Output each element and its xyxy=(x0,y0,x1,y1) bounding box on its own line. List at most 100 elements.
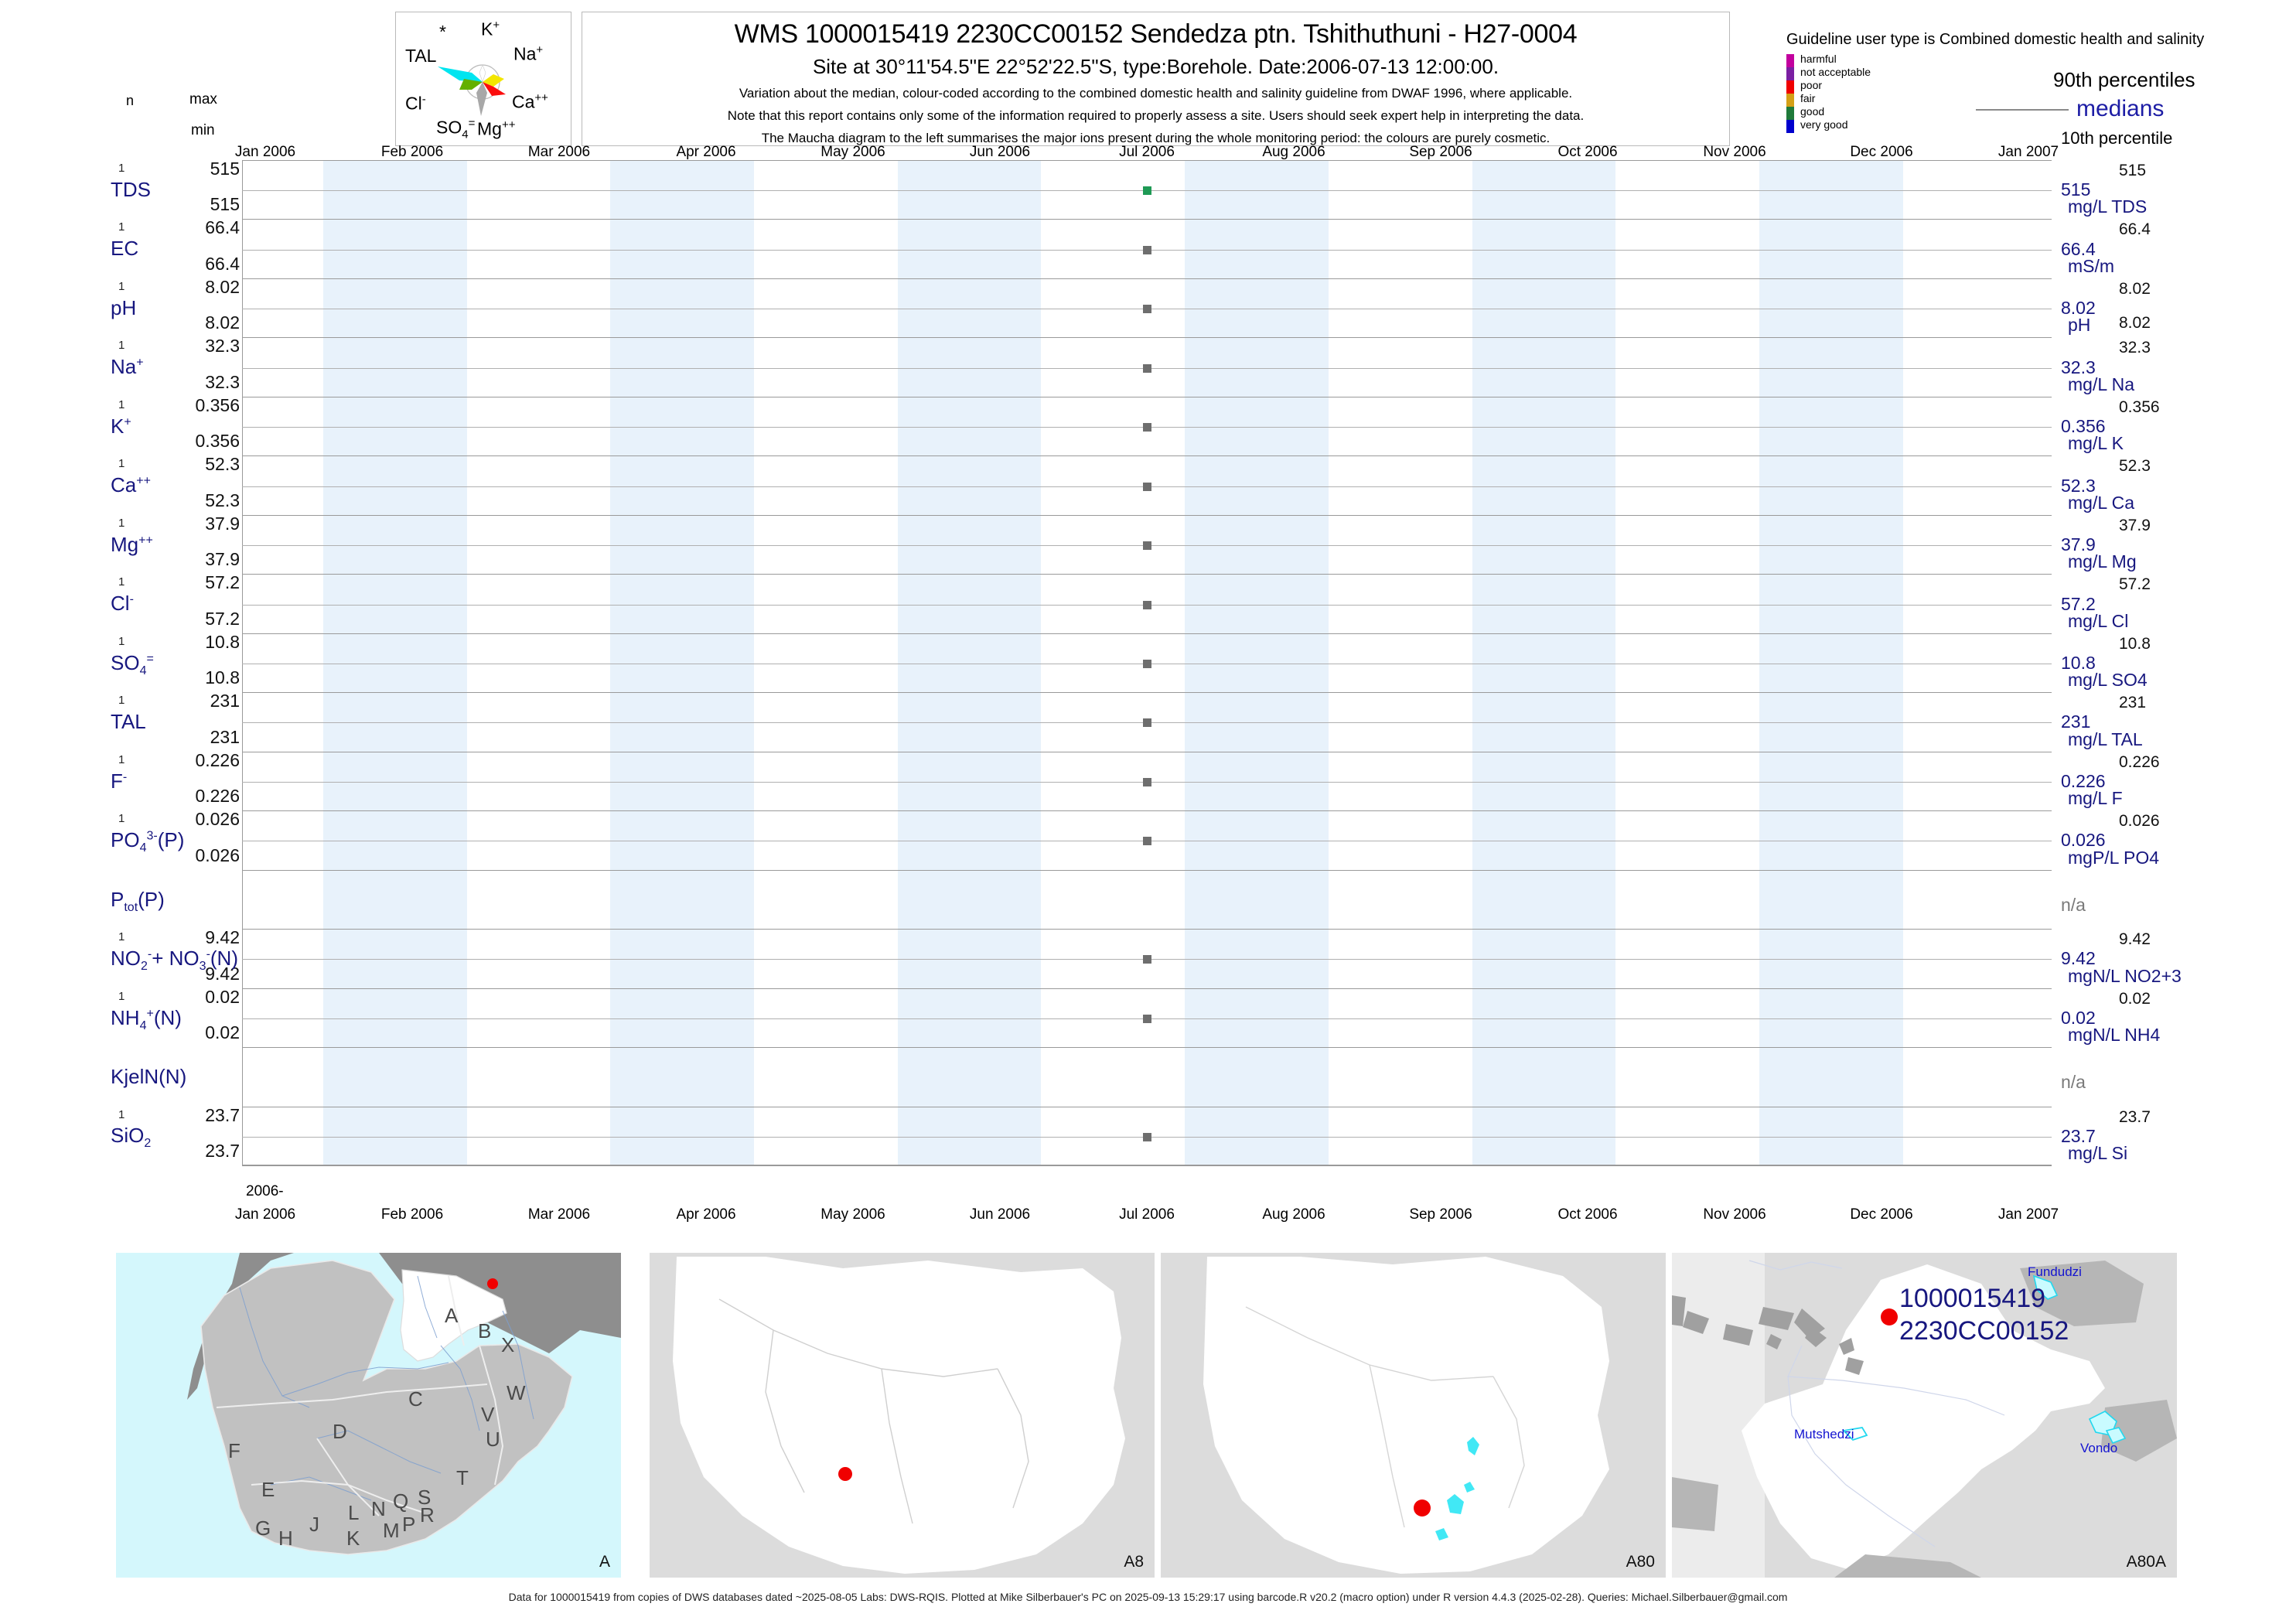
row-p90-value: 9.42 xyxy=(2119,930,2151,949)
row-variable-label: SiO2 xyxy=(111,1124,152,1151)
row-median-value: 8.02 xyxy=(2061,298,2096,319)
variable-row[interactable] xyxy=(242,1107,2052,1166)
axis-tick-label: Jan 2006 xyxy=(234,1206,296,1223)
maucha-star-glyph xyxy=(438,64,506,116)
guideline-type-text: Guideline user type is Combined domestic… xyxy=(1786,31,2205,48)
row-na-value: n/a xyxy=(2061,1072,2086,1093)
data-point-marker[interactable] xyxy=(1143,305,1151,314)
row-variable-label: PO43-(P) xyxy=(111,828,185,855)
row-min-value: 0.226 xyxy=(195,786,240,807)
svg-text:N: N xyxy=(371,1497,386,1520)
row-median-value: 23.7 xyxy=(2061,1125,2096,1146)
row-variable-label: TDS xyxy=(111,177,151,201)
row-max-value: 515 xyxy=(210,159,240,179)
variable-row[interactable] xyxy=(242,634,2052,694)
svg-text:R: R xyxy=(420,1503,435,1527)
variable-row[interactable] xyxy=(242,456,2052,516)
svg-text:G: G xyxy=(255,1517,271,1540)
variable-row[interactable] xyxy=(242,871,2052,930)
data-point-marker[interactable] xyxy=(1143,600,1151,609)
map-panel-a80a[interactable]: Fundudzi Mutshedzi Vondo 1000015419 2230… xyxy=(1672,1253,2177,1578)
maucha-label-tal: TAL xyxy=(405,46,437,66)
variable-row[interactable] xyxy=(242,1048,2052,1107)
legend-median-label: medians xyxy=(2076,96,2165,121)
axis-tick-label: Aug 2006 xyxy=(1262,144,1325,160)
map-panel-a8[interactable]: A8 xyxy=(650,1253,1155,1578)
svg-text:V: V xyxy=(481,1403,495,1426)
variable-row[interactable] xyxy=(242,220,2052,279)
axis-tick-label: Jul 2006 xyxy=(1119,1206,1175,1223)
row-median-value: 515 xyxy=(2061,179,2091,200)
row-unit-label: mg/L TDS xyxy=(2068,196,2148,217)
row-variable-label: pH xyxy=(111,295,137,319)
svg-text:M: M xyxy=(383,1519,400,1542)
variable-row[interactable] xyxy=(242,397,2052,457)
row-min-value: 231 xyxy=(210,726,240,747)
row-max-value: 231 xyxy=(210,691,240,711)
timeseries-grid xyxy=(242,160,2052,1166)
data-point-marker[interactable] xyxy=(1143,777,1151,786)
row-variable-label: K+ xyxy=(111,414,131,438)
row-p90-value: 52.3 xyxy=(2119,457,2151,476)
axis-tick-label: Jan 2007 xyxy=(1997,144,2059,160)
site-id-label: 1000015419 xyxy=(1899,1284,2046,1313)
variable-row[interactable] xyxy=(242,279,2052,339)
svg-text:D: D xyxy=(333,1420,347,1443)
row-variable-label: Ptot(P) xyxy=(111,887,165,914)
row-unit-label: mS/m xyxy=(2068,255,2115,276)
variable-row[interactable] xyxy=(242,989,2052,1049)
row-variable-label: Cl- xyxy=(111,592,134,616)
row-median-value: 231 xyxy=(2061,711,2091,732)
guideline-scale-labels: harmful not acceptable poor fair good very go… xyxy=(1800,53,1871,131)
map-panel-a80[interactable]: A80 xyxy=(1161,1253,1666,1578)
data-point-marker[interactable] xyxy=(1143,423,1151,432)
variable-row[interactable] xyxy=(242,575,2052,634)
svg-text:S: S xyxy=(418,1486,431,1509)
data-point-marker[interactable] xyxy=(1143,955,1151,964)
row-min-value: 0.356 xyxy=(195,431,240,452)
row-median-value: 9.42 xyxy=(2061,948,2096,969)
map-code-a80: A80 xyxy=(1626,1553,1655,1571)
row-variable-label: EC xyxy=(111,237,139,261)
svg-text:W: W xyxy=(507,1381,526,1404)
variable-row[interactable] xyxy=(242,811,2052,871)
row-median-value: 0.356 xyxy=(2061,416,2106,437)
row-variable-label: Mg++ xyxy=(111,532,153,556)
data-point-marker[interactable] xyxy=(1143,837,1151,846)
data-point-marker[interactable] xyxy=(1143,718,1151,728)
axis-tick-label: Nov 2006 xyxy=(1703,1206,1766,1223)
map-code-a80a: A80A xyxy=(2126,1553,2166,1571)
axis-tick-label: Sep 2006 xyxy=(1409,1206,1472,1223)
data-point-marker[interactable] xyxy=(1143,1014,1151,1023)
data-point-marker[interactable] xyxy=(1143,245,1151,254)
variable-row[interactable] xyxy=(242,752,2052,812)
data-point-marker[interactable] xyxy=(1143,659,1151,668)
map-code-a8: A8 xyxy=(1124,1553,1144,1571)
row-median-value: 10.8 xyxy=(2061,653,2096,673)
row-median-value: 0.02 xyxy=(2061,1007,2096,1028)
data-point-marker[interactable] xyxy=(1143,186,1151,196)
site-subtitle: Site at 30°11'54.5"E 22°52'22.5"S, type:… xyxy=(812,55,1499,78)
variable-row[interactable] xyxy=(242,516,2052,575)
row-min-value: 8.02 xyxy=(205,312,240,333)
row-na-value: n/a xyxy=(2061,894,2086,915)
site-code-label: 2230CC00152 xyxy=(1899,1316,2069,1346)
data-point-marker[interactable] xyxy=(1143,363,1151,373)
variable-row[interactable] xyxy=(242,161,2052,220)
row-sample-count: 1 xyxy=(118,516,125,530)
data-point-marker[interactable] xyxy=(1143,1132,1151,1141)
data-point-marker[interactable] xyxy=(1143,541,1151,551)
row-median-value: 37.9 xyxy=(2061,534,2096,555)
svg-text:E: E xyxy=(261,1478,275,1501)
row-unit-label: mg/L Na xyxy=(2068,374,2135,394)
data-point-marker[interactable] xyxy=(1143,482,1151,491)
variable-row[interactable] xyxy=(242,930,2052,989)
row-unit-label: pH xyxy=(2068,315,2091,336)
axis-tick-label: Mar 2006 xyxy=(527,144,591,160)
variable-row[interactable] xyxy=(242,338,2052,397)
axis-tick-label: Jul 2006 xyxy=(1119,144,1175,160)
variable-row[interactable] xyxy=(242,693,2052,752)
row-max-value: 10.8 xyxy=(205,631,240,652)
row-sample-count: 1 xyxy=(118,397,125,411)
